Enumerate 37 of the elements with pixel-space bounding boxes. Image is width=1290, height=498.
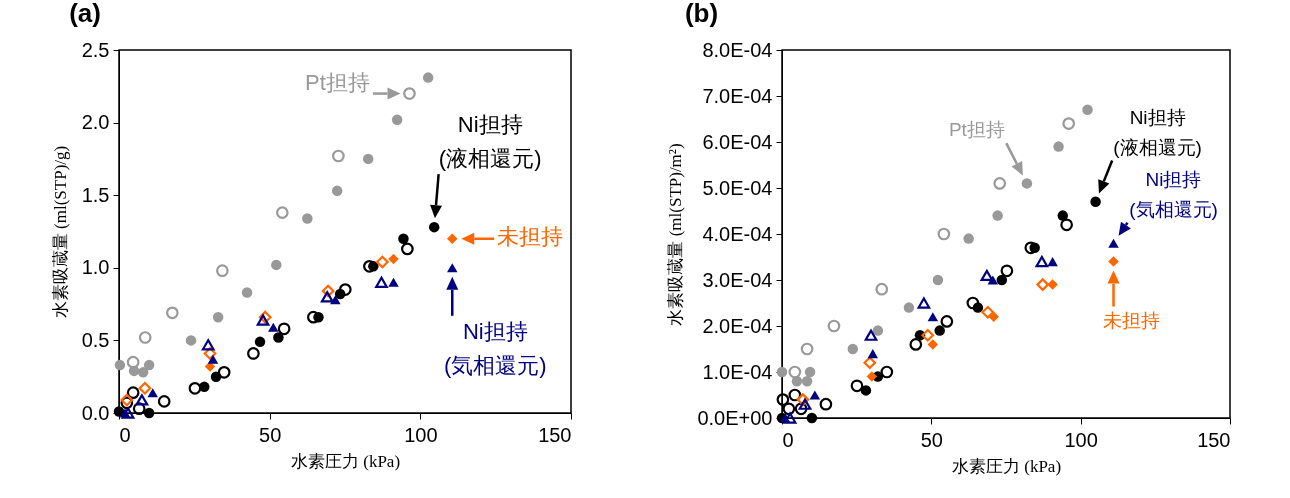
annotation: Ni担持 (液相還元): [1113, 106, 1202, 158]
annotation: Ni担持 (液相還元): [438, 112, 542, 172]
y-tick-label: 8.0E-04: [702, 38, 773, 61]
y-tick-label: 1.5: [81, 183, 110, 206]
x-tick-label: 50: [259, 423, 282, 446]
annotation: Ni担持 (気相還元): [1129, 169, 1218, 221]
y-tick-label: 1.0E-04: [702, 360, 773, 383]
x-tick-label: 100: [1064, 428, 1098, 451]
x-axis-title: 水素圧力 (kPa): [290, 451, 401, 471]
y-tick-label: 2.5: [81, 38, 110, 61]
y-tick-label: 7.0E-04: [702, 84, 773, 107]
y-tick-label: 3.0E-04: [702, 268, 773, 291]
y-axis-title: 水素吸蔵量 (ml(STP)/g): [50, 145, 70, 319]
y-tick-label: 1.0: [81, 256, 110, 279]
y-tick-label: 0.0E+00: [697, 406, 773, 429]
x-tick-label: 50: [920, 428, 943, 451]
y-tick-label: 4.0E-04: [702, 222, 773, 245]
annotation: Ni担持 (気相還元): [443, 318, 547, 378]
annotation: Pt担持: [305, 69, 370, 95]
y-axis-title: 水素吸蔵量 (ml(STP)/m²): [666, 143, 686, 326]
chart-title: (a): [69, 0, 101, 28]
y-tick-label: 0.5: [81, 328, 110, 351]
x-axis-title: 水素圧力 (kPa): [951, 456, 1062, 476]
annotation: 未担持: [497, 223, 564, 249]
y-tick-label: 5.0E-04: [702, 176, 773, 199]
x-tick-label: 0: [782, 428, 794, 451]
y-tick-label: 6.0E-04: [702, 130, 773, 153]
x-tick-label: 150: [1197, 428, 1231, 451]
y-tick-label: 0.0: [81, 401, 110, 424]
y-tick-label: 2.0E-04: [702, 314, 773, 337]
x-tick-label: 100: [404, 423, 438, 446]
x-tick-label: 150: [538, 423, 572, 446]
annotation: 未担持: [1103, 309, 1161, 331]
annotation: Pt担持: [948, 119, 1005, 141]
y-tick-label: 2.0: [81, 111, 110, 134]
chart-title: (b): [684, 0, 719, 28]
x-tick-label: 0: [119, 423, 131, 446]
